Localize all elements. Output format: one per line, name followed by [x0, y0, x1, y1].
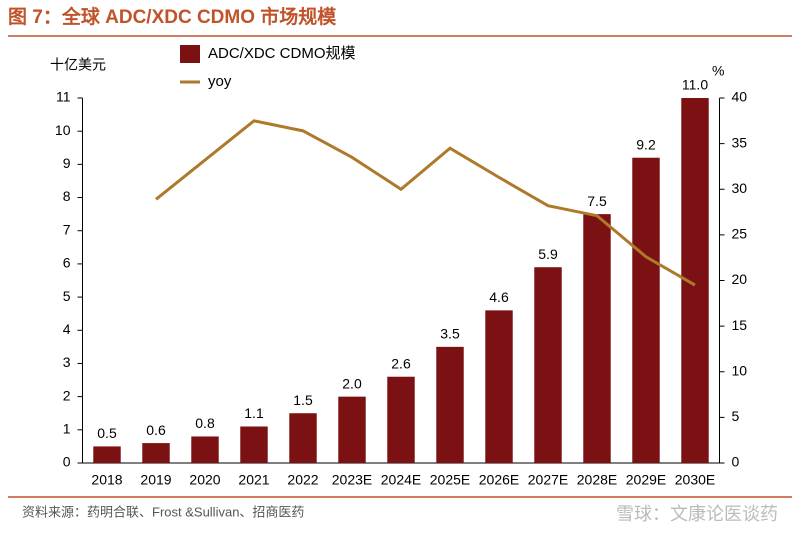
bar	[93, 446, 121, 463]
bar	[436, 346, 464, 463]
x-tick-label: 2030E	[675, 472, 715, 488]
bar	[534, 267, 562, 463]
x-tick-label: 2023E	[332, 472, 372, 488]
y2-tick-label: 40	[732, 89, 748, 105]
y2-tick-label: 15	[732, 317, 748, 333]
bar-value-label: 1.1	[244, 405, 264, 421]
y2-tick-label: 20	[732, 271, 748, 287]
chart-title: 图 7：全球 ADC/XDC CDMO 市场规模	[8, 5, 337, 28]
bar	[191, 436, 219, 463]
y2-tick-label: 5	[732, 408, 740, 424]
y-tick-label: 5	[63, 288, 71, 304]
y-tick-label: 8	[63, 188, 71, 204]
x-tick-label: 2024E	[381, 472, 421, 488]
bar-value-label: 0.5	[97, 425, 117, 441]
x-tick-label: 2025E	[430, 472, 470, 488]
bar-value-label: 3.5	[440, 326, 460, 342]
bar-value-label: 11.0	[682, 77, 708, 93]
y-tick-label: 10	[55, 122, 71, 138]
bar	[485, 310, 513, 463]
bar	[142, 443, 170, 463]
bar	[387, 376, 415, 463]
bar-value-label: 7.5	[587, 193, 607, 209]
y-tick-label: 1	[63, 421, 71, 437]
y-tick-label: 4	[63, 321, 71, 337]
bar-value-label: 0.8	[195, 415, 215, 431]
y-tick-label: 2	[63, 387, 71, 403]
bar-value-label: 1.5	[293, 392, 313, 408]
source: 资料来源：药明合联、Frost &Sullivan、招商医药	[22, 504, 304, 519]
bar-value-label: 5.9	[538, 246, 558, 262]
x-tick-label: 2029E	[626, 472, 666, 488]
y-tick-label: 6	[63, 255, 71, 271]
bar-value-label: 9.2	[636, 136, 656, 152]
bar-value-label: 0.6	[146, 422, 166, 438]
bar-value-label: 2.0	[342, 375, 362, 391]
y-tick-label: 7	[63, 221, 71, 237]
y2-tick-label: 0	[732, 454, 740, 470]
y2-tick-label: 25	[732, 226, 748, 242]
legend-label: yoy	[208, 73, 232, 90]
legend-swatch	[180, 45, 200, 63]
x-tick-label: 2020	[189, 472, 220, 488]
x-tick-label: 2018	[91, 472, 122, 488]
bar	[632, 157, 660, 463]
x-tick-label: 2019	[140, 472, 171, 488]
y-tick-label: 3	[63, 354, 71, 370]
y2-tick-label: 10	[732, 362, 748, 378]
x-tick-label: 2021	[238, 472, 269, 488]
watermark: 雪球：文康论医谈药	[616, 504, 778, 524]
bar-value-label: 4.6	[489, 289, 509, 305]
yoy-line	[155, 119, 696, 287]
y-tick-label: 0	[63, 454, 71, 470]
y2-unit: %	[712, 63, 724, 79]
y2-tick-label: 35	[732, 134, 748, 150]
x-tick-label: 2026E	[479, 472, 519, 488]
x-tick-label: 2022	[287, 472, 318, 488]
y-unit: 十亿美元	[50, 57, 106, 73]
x-tick-label: 2028E	[577, 472, 617, 488]
bar	[240, 426, 268, 463]
y-tick-label: 9	[63, 155, 71, 171]
bar	[583, 214, 611, 463]
y2-tick-label: 30	[732, 180, 748, 196]
y-tick-label: 11	[56, 89, 71, 105]
bar-value-label: 2.6	[391, 355, 411, 371]
bar	[338, 396, 366, 463]
legend-label: ADC/XDC CDMO规模	[208, 45, 356, 62]
bar	[289, 413, 317, 463]
x-tick-label: 2027E	[528, 472, 568, 488]
